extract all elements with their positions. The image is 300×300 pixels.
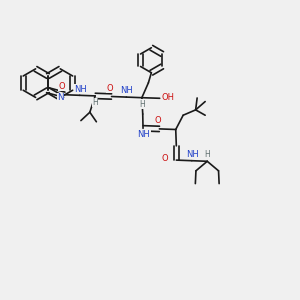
Text: NH: NH bbox=[121, 86, 134, 95]
Text: NH: NH bbox=[138, 130, 150, 139]
Text: OH: OH bbox=[161, 93, 175, 102]
Text: O: O bbox=[162, 154, 168, 163]
Text: H: H bbox=[139, 100, 145, 109]
Text: NH: NH bbox=[186, 150, 199, 159]
Text: H: H bbox=[204, 150, 210, 159]
Text: O: O bbox=[154, 116, 161, 125]
Text: N: N bbox=[57, 93, 64, 102]
Text: H: H bbox=[92, 98, 98, 107]
Text: O: O bbox=[107, 84, 113, 93]
Text: NH: NH bbox=[74, 85, 87, 94]
Text: O: O bbox=[58, 82, 65, 91]
